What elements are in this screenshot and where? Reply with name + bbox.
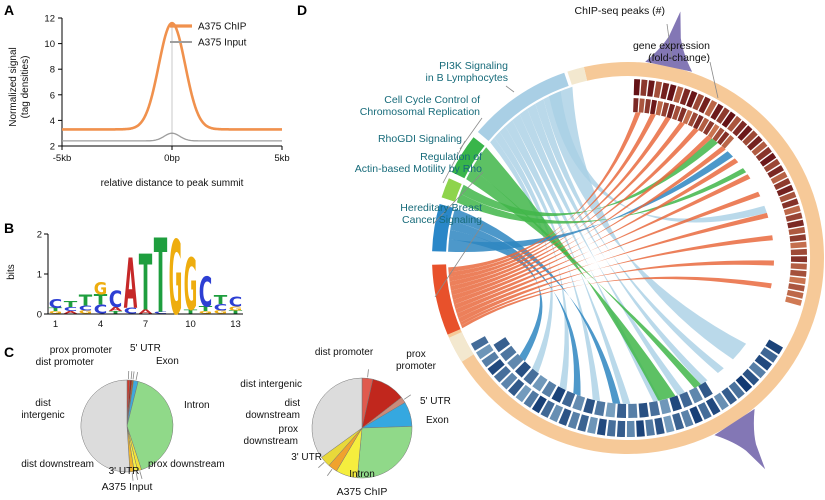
svg-text:-5kb: -5kb (53, 153, 71, 164)
pie1-label-dist-intergenic: dist intergenic (21, 398, 65, 421)
svg-text:G: G (199, 311, 213, 315)
svg-text:G: G (184, 243, 198, 327)
svg-text:C: C (64, 306, 78, 312)
svg-text:2: 2 (37, 230, 42, 241)
svg-text:2: 2 (50, 142, 55, 153)
svg-text:C: C (124, 306, 138, 315)
pie2-label-3utr: 3' UTR (291, 452, 322, 463)
pathway-label-rhogdi: RhoGDI Signaling (377, 133, 462, 145)
svg-text:G: G (49, 311, 63, 315)
circos-plot (432, 11, 825, 470)
pie2-label-prox-promoter: prox promoter (395, 349, 436, 372)
y-axis-label-signal: Normalized signal (tag densities) (8, 47, 31, 127)
svg-text:7: 7 (143, 319, 148, 330)
pie2-title: A375 ChIP (336, 486, 388, 498)
svg-text:T: T (79, 291, 93, 309)
svg-text:G: G (94, 279, 108, 298)
pie-chart-chip (311, 369, 413, 479)
panel-b-label: B (4, 220, 15, 236)
svg-text:C: C (94, 302, 108, 316)
svg-text:C: C (109, 287, 123, 313)
svg-text:G: G (169, 220, 183, 338)
panel-d-label: D (297, 2, 308, 18)
svg-text:A375 Input: A375 Input (198, 38, 247, 49)
pathway-label-pi3k: PI3K Signaling in B Lymphocytes (425, 60, 508, 85)
pie1-label-3utr: 3' UTR (108, 466, 140, 477)
pie1-label-5utr: 5' UTR (130, 343, 161, 354)
svg-text:G: G (229, 305, 243, 311)
panel-c-label: C (4, 344, 15, 360)
svg-text:6: 6 (50, 90, 55, 101)
pie1-label-exon: Exon (156, 356, 179, 367)
pie2-label-exon: Exon (426, 415, 449, 426)
pie1-label-prox-downstream: prox downstream (148, 459, 225, 470)
svg-text:1: 1 (53, 319, 58, 330)
svg-text:C: C (49, 297, 63, 311)
svg-text:A: A (124, 245, 138, 325)
pie1-title: A375 Input (101, 481, 153, 493)
panel-a-label: A (4, 2, 15, 18)
svg-text:A: A (139, 309, 153, 315)
svg-text:5kb: 5kb (274, 153, 289, 164)
svg-text:G: G (79, 310, 93, 315)
pie2-label-dist-intergenic: dist intergenic (240, 379, 302, 390)
pie2-label-prox-downstream: prox downstream (243, 424, 298, 447)
pie2-label-intron: Intron (349, 469, 375, 480)
pie2-label-5utr: 5' UTR (420, 396, 451, 407)
pie2-label-dist-downstream: dist downstream (245, 398, 300, 421)
peak-profile-chart: 2 4 6 8 10 12 -5kb 0bp 5kb A375 ChIP A375 Input (44, 14, 289, 165)
svg-text:T: T (64, 300, 78, 309)
svg-text:T: T (109, 311, 123, 315)
svg-text:A: A (109, 306, 123, 312)
svg-text:8: 8 (50, 65, 55, 76)
svg-text:T: T (154, 218, 168, 336)
pie1-label-intron: Intron (184, 400, 210, 411)
svg-text:A: A (64, 311, 78, 315)
svg-text:12: 12 (44, 14, 55, 25)
pie-chart-input (80, 371, 174, 481)
svg-text:0: 0 (37, 310, 42, 321)
pathway-label-actin-motility: Regulation of Actin-based Motility by Rh… (354, 151, 482, 176)
pie1-label-dist-downstream: dist downstream (21, 459, 94, 470)
svg-text:T: T (184, 309, 198, 315)
pie1-label-dist-promoter: dist promoter (35, 357, 94, 368)
svg-text:T: T (229, 310, 243, 315)
svg-text:10: 10 (185, 319, 196, 330)
svg-text:T: T (49, 307, 63, 312)
svg-text:13: 13 (230, 319, 241, 330)
svg-text:1: 1 (37, 270, 42, 281)
svg-text:C: C (229, 294, 243, 310)
svg-text:T: T (214, 293, 228, 307)
pie1-label-prox-promoter: prox promoter (49, 345, 112, 356)
circos-label-gene-expression: gene expression (fold-change) (632, 40, 710, 65)
svg-text:4: 4 (50, 116, 55, 127)
svg-text:C: C (79, 305, 93, 313)
x-axis-label-distance: relative distance to peak summit (100, 178, 244, 189)
svg-text:T: T (94, 291, 108, 308)
y-axis-label-bits: bits (6, 264, 17, 280)
svg-text:T: T (199, 305, 213, 313)
svg-text:T: T (139, 240, 153, 329)
svg-text:C: C (214, 303, 228, 313)
circos-label-chip-peaks: ChIP-seq peaks (#) (574, 5, 665, 17)
svg-text:G: G (214, 310, 228, 315)
svg-text:A375 ChIP: A375 ChIP (198, 22, 247, 33)
pie2-label-dist-promoter: dist promoter (314, 347, 374, 358)
pathway-label-cell-cycle: Cell Cycle Control of Chromosomal Replic… (359, 94, 480, 119)
svg-text:0bp: 0bp (164, 153, 180, 164)
svg-text:4: 4 (98, 319, 103, 330)
svg-text:C: C (154, 311, 168, 314)
pathway-label-breast-cancer: Hereditary Breast Cancer Signaling (400, 202, 482, 227)
svg-text:C: C (199, 269, 213, 317)
svg-text:10: 10 (44, 39, 55, 50)
